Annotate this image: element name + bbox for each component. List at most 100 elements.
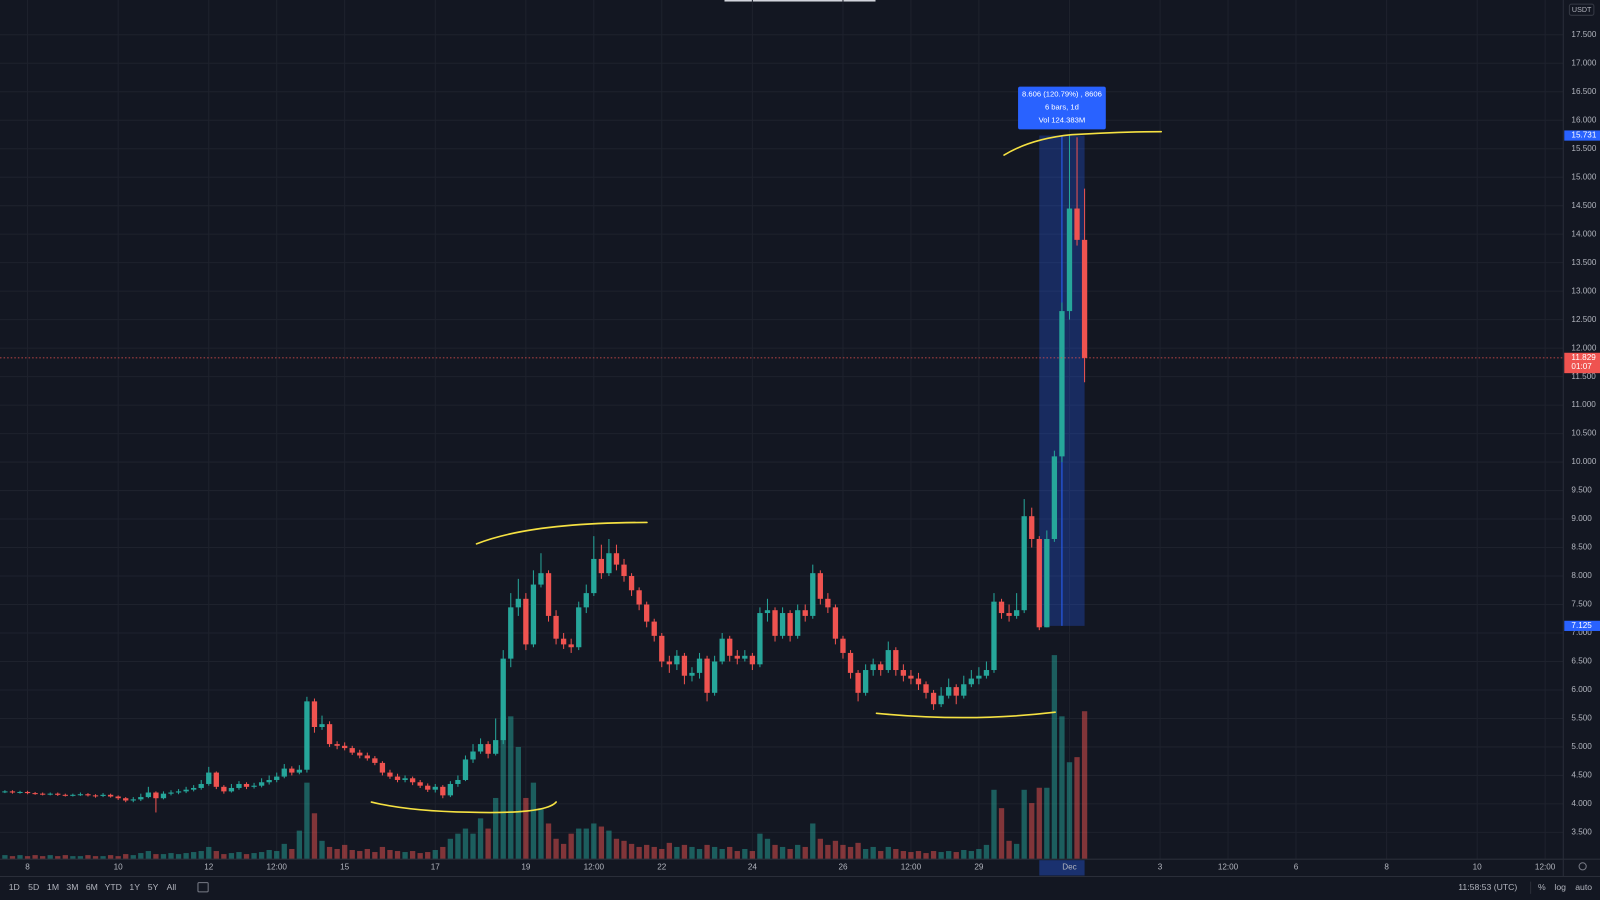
top-indicator: [724, 0, 876, 2]
x-tick-label: 12:00: [1218, 863, 1239, 872]
volume-bar: [983, 844, 990, 860]
volume-bar: [191, 852, 197, 860]
volume-bar: [349, 850, 355, 860]
volume-bar: [266, 850, 272, 860]
candle-body: [175, 791, 182, 793]
volume-bar: [432, 850, 438, 860]
candle-body: [923, 684, 929, 693]
candle-body: [795, 610, 801, 636]
candle-body: [613, 553, 620, 565]
x-tick-label: 17: [431, 863, 441, 872]
candle-body: [24, 791, 31, 794]
volume-bar: [62, 855, 68, 860]
last-price-badge: [1564, 352, 1600, 374]
y-tick-label: 4.500: [1571, 771, 1592, 780]
candle-body: [1051, 456, 1058, 539]
scale-option[interactable]: %: [1538, 882, 1546, 892]
candle-body: [1066, 208, 1073, 312]
candle-body: [704, 658, 710, 693]
candle-body: [17, 791, 23, 793]
y-tick-label: 4.000: [1571, 799, 1592, 808]
volume-bar: [659, 848, 665, 860]
volume-bar: [832, 840, 839, 860]
volume-bar: [727, 846, 733, 860]
volume-bar: [100, 856, 106, 860]
range-button[interactable]: 6M: [86, 882, 98, 892]
y-tick-label: 10.500: [1571, 429, 1596, 438]
y-tick-label: 15.500: [1571, 144, 1596, 153]
candle-body: [696, 658, 703, 673]
candle-body: [92, 795, 99, 797]
candle-body: [251, 785, 257, 787]
date-range-icon[interactable]: [197, 882, 209, 893]
candle-body: [409, 778, 416, 783]
volume-bar: [568, 833, 574, 860]
volume-bar: [70, 856, 76, 860]
x-tick-label: 12:00: [901, 863, 922, 872]
range-button[interactable]: All: [167, 882, 177, 892]
volume-bar: [674, 846, 680, 860]
candle-body: [160, 793, 167, 799]
candle-body: [908, 675, 914, 679]
settings-icon[interactable]: [1578, 862, 1587, 871]
volume-bar: [998, 808, 1005, 860]
volume-bar: [311, 813, 318, 860]
volume-bar: [583, 828, 589, 860]
volume-bar: [802, 846, 808, 860]
candle-body: [462, 759, 469, 780]
candle-body: [342, 745, 348, 749]
y-tick-label: 3.500: [1571, 828, 1592, 837]
volume-bar: [243, 854, 250, 860]
candle-body: [568, 644, 574, 648]
volume-bar: [425, 852, 431, 860]
volume-bar: [1006, 840, 1012, 860]
scale-option[interactable]: log: [1554, 882, 1566, 892]
candle-body: [1013, 610, 1020, 616]
candle-body: [802, 610, 808, 616]
range-button[interactable]: 1D: [9, 882, 20, 892]
volume-bar: [734, 851, 740, 860]
candle-body: [228, 787, 235, 792]
candle-body: [191, 787, 197, 790]
range-button[interactable]: 5Y: [148, 882, 159, 892]
x-tick-label: 12: [204, 863, 214, 872]
volume-bar: [160, 854, 167, 860]
volume-bar: [893, 848, 899, 860]
candle-body: [930, 692, 937, 705]
x-tick-label: 12:00: [267, 863, 288, 872]
candle-body: [281, 768, 287, 777]
x-tick-label: 10: [1473, 863, 1483, 872]
x-tick-label: 6: [1294, 863, 1299, 872]
candle-body: [621, 564, 627, 577]
volume-bar: [417, 853, 423, 860]
candle-body: [394, 776, 401, 780]
candle-body: [628, 576, 635, 591]
measure-price-label: 7.125: [1571, 621, 1592, 630]
y-tick-label: 7.500: [1571, 600, 1592, 609]
candle-body: [870, 664, 876, 671]
range-button[interactable]: 3M: [66, 882, 78, 892]
candle-body: [787, 613, 793, 636]
x-tick-label: Dec: [1062, 863, 1077, 872]
candle-body: [357, 752, 363, 756]
range-button[interactable]: 1Y: [129, 882, 140, 892]
scale-option[interactable]: auto: [1575, 882, 1592, 892]
volume-bar: [409, 851, 416, 860]
candle-body: [500, 658, 506, 741]
range-button[interactable]: 5D: [28, 882, 39, 892]
candle-body: [183, 789, 189, 792]
range-button[interactable]: YTD: [105, 882, 122, 892]
candle-body: [296, 769, 303, 773]
candle-body: [742, 655, 748, 659]
range-button[interactable]: 1M: [47, 882, 59, 892]
candle-body: [885, 650, 891, 671]
volume-bar: [946, 851, 952, 860]
volume-bar: [130, 855, 136, 860]
candle-body: [606, 553, 612, 574]
candle-body: [1074, 208, 1080, 240]
candle-body: [470, 751, 476, 760]
volume-bar: [908, 852, 914, 860]
volume-bar: [47, 855, 53, 860]
y-tick-label: 8.500: [1571, 543, 1592, 552]
